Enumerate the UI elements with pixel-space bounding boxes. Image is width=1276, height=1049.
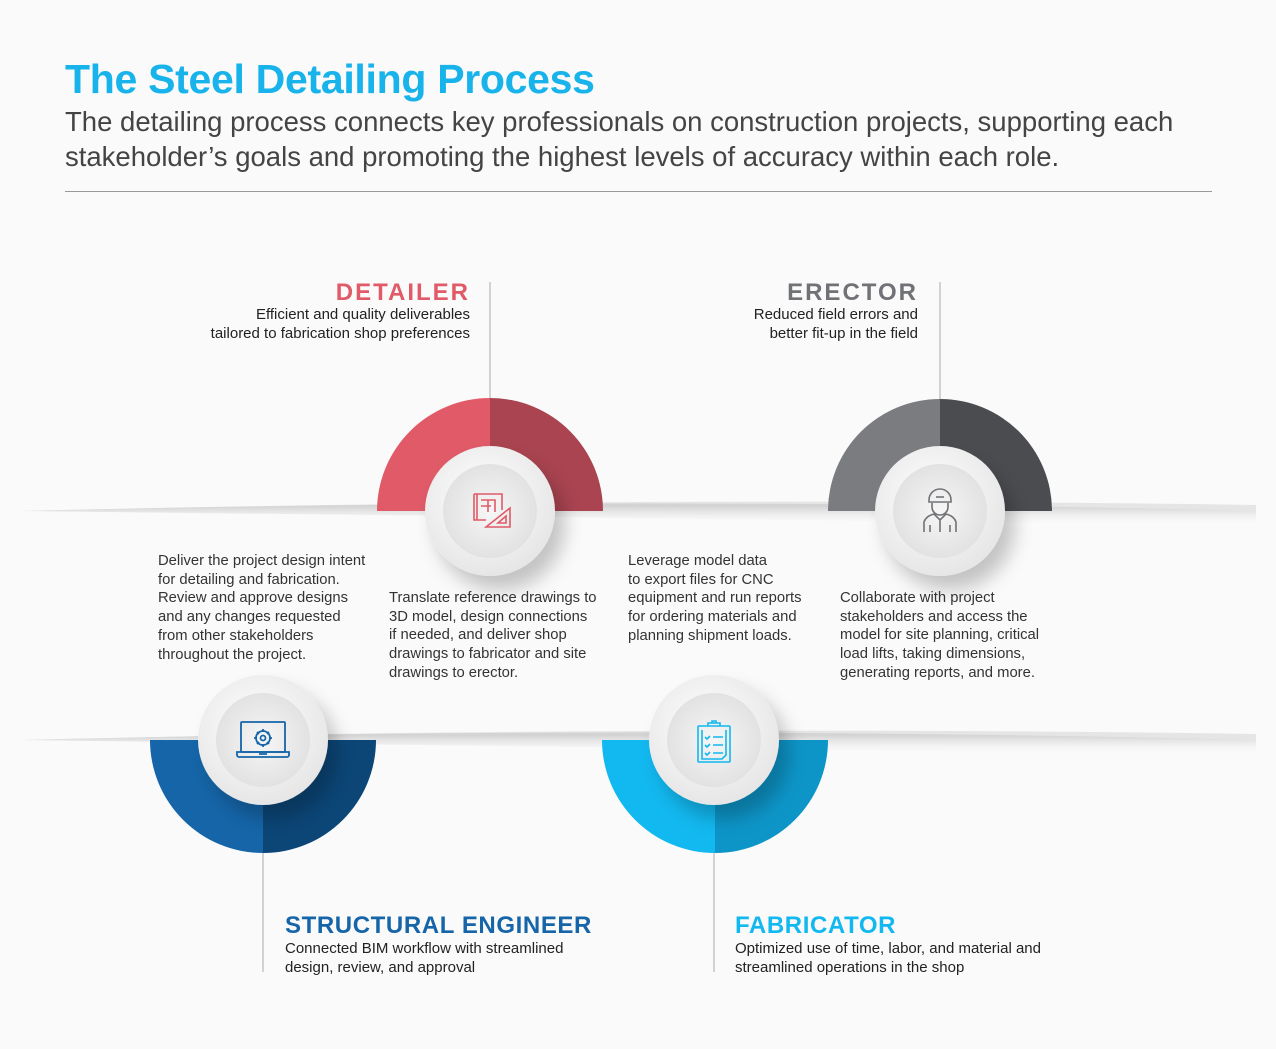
fabricator-disc	[649, 675, 779, 805]
detailer-tagline-line-1: Efficient and quality deliverables	[255, 306, 470, 323]
construction-worker-icon	[923, 488, 957, 532]
erector-disc	[875, 446, 1005, 576]
detailer-disc	[425, 446, 555, 576]
fabricator-tagline: Optimized use of time, labor, and materi…	[735, 939, 1041, 977]
top-band	[20, 501, 1256, 526]
clipboard-checklist-icon	[697, 720, 731, 763]
engineer-description: Deliver the project design intent for de…	[158, 553, 366, 663]
erector-tagline-line-1: Reduced field errors and	[753, 306, 918, 323]
divider	[65, 191, 1212, 192]
detailer-tagline: Efficient and quality deliverables tailo…	[211, 305, 470, 343]
engineer-tagline-line-1: Connected BIM workflow with streamlined	[285, 940, 564, 957]
fabricator-tagline-line-1: Optimized use of time, labor, and materi…	[735, 940, 1041, 957]
blueprint-triangle-icon	[473, 493, 511, 528]
detailer-title: DETAILER	[335, 279, 470, 306]
engineer-title: STRUCTURAL ENGINEER	[285, 912, 592, 939]
laptop-gear-icon	[236, 721, 290, 758]
detailer-tagline-line-2: tailored to fabrication shop preferences	[210, 325, 470, 342]
fabricator-description: Leverage model data to export files for …	[628, 553, 802, 644]
erector-tagline-line-2: better fit-up in the field	[769, 325, 918, 342]
detailer-description: Translate reference drawings to 3D model…	[389, 590, 597, 681]
fabricator-title: FABRICATOR	[735, 912, 897, 939]
erector-description: Collaborate with project stakeholders an…	[840, 590, 1040, 681]
fabricator-tagline-line-2: streamlined operations in the shop	[735, 959, 965, 976]
engineer-tagline-line-2: design, review, and approval	[285, 959, 476, 976]
page-title: The Steel Detailing Process	[65, 56, 595, 102]
erector-tagline: Reduced field errors and better fit-up i…	[754, 305, 918, 343]
page-subtitle: The detailing process connects key profe…	[65, 106, 1174, 172]
engineer-tagline: Connected BIM workflow with streamlined …	[285, 939, 563, 977]
erector-title: ERECTOR	[787, 279, 918, 306]
